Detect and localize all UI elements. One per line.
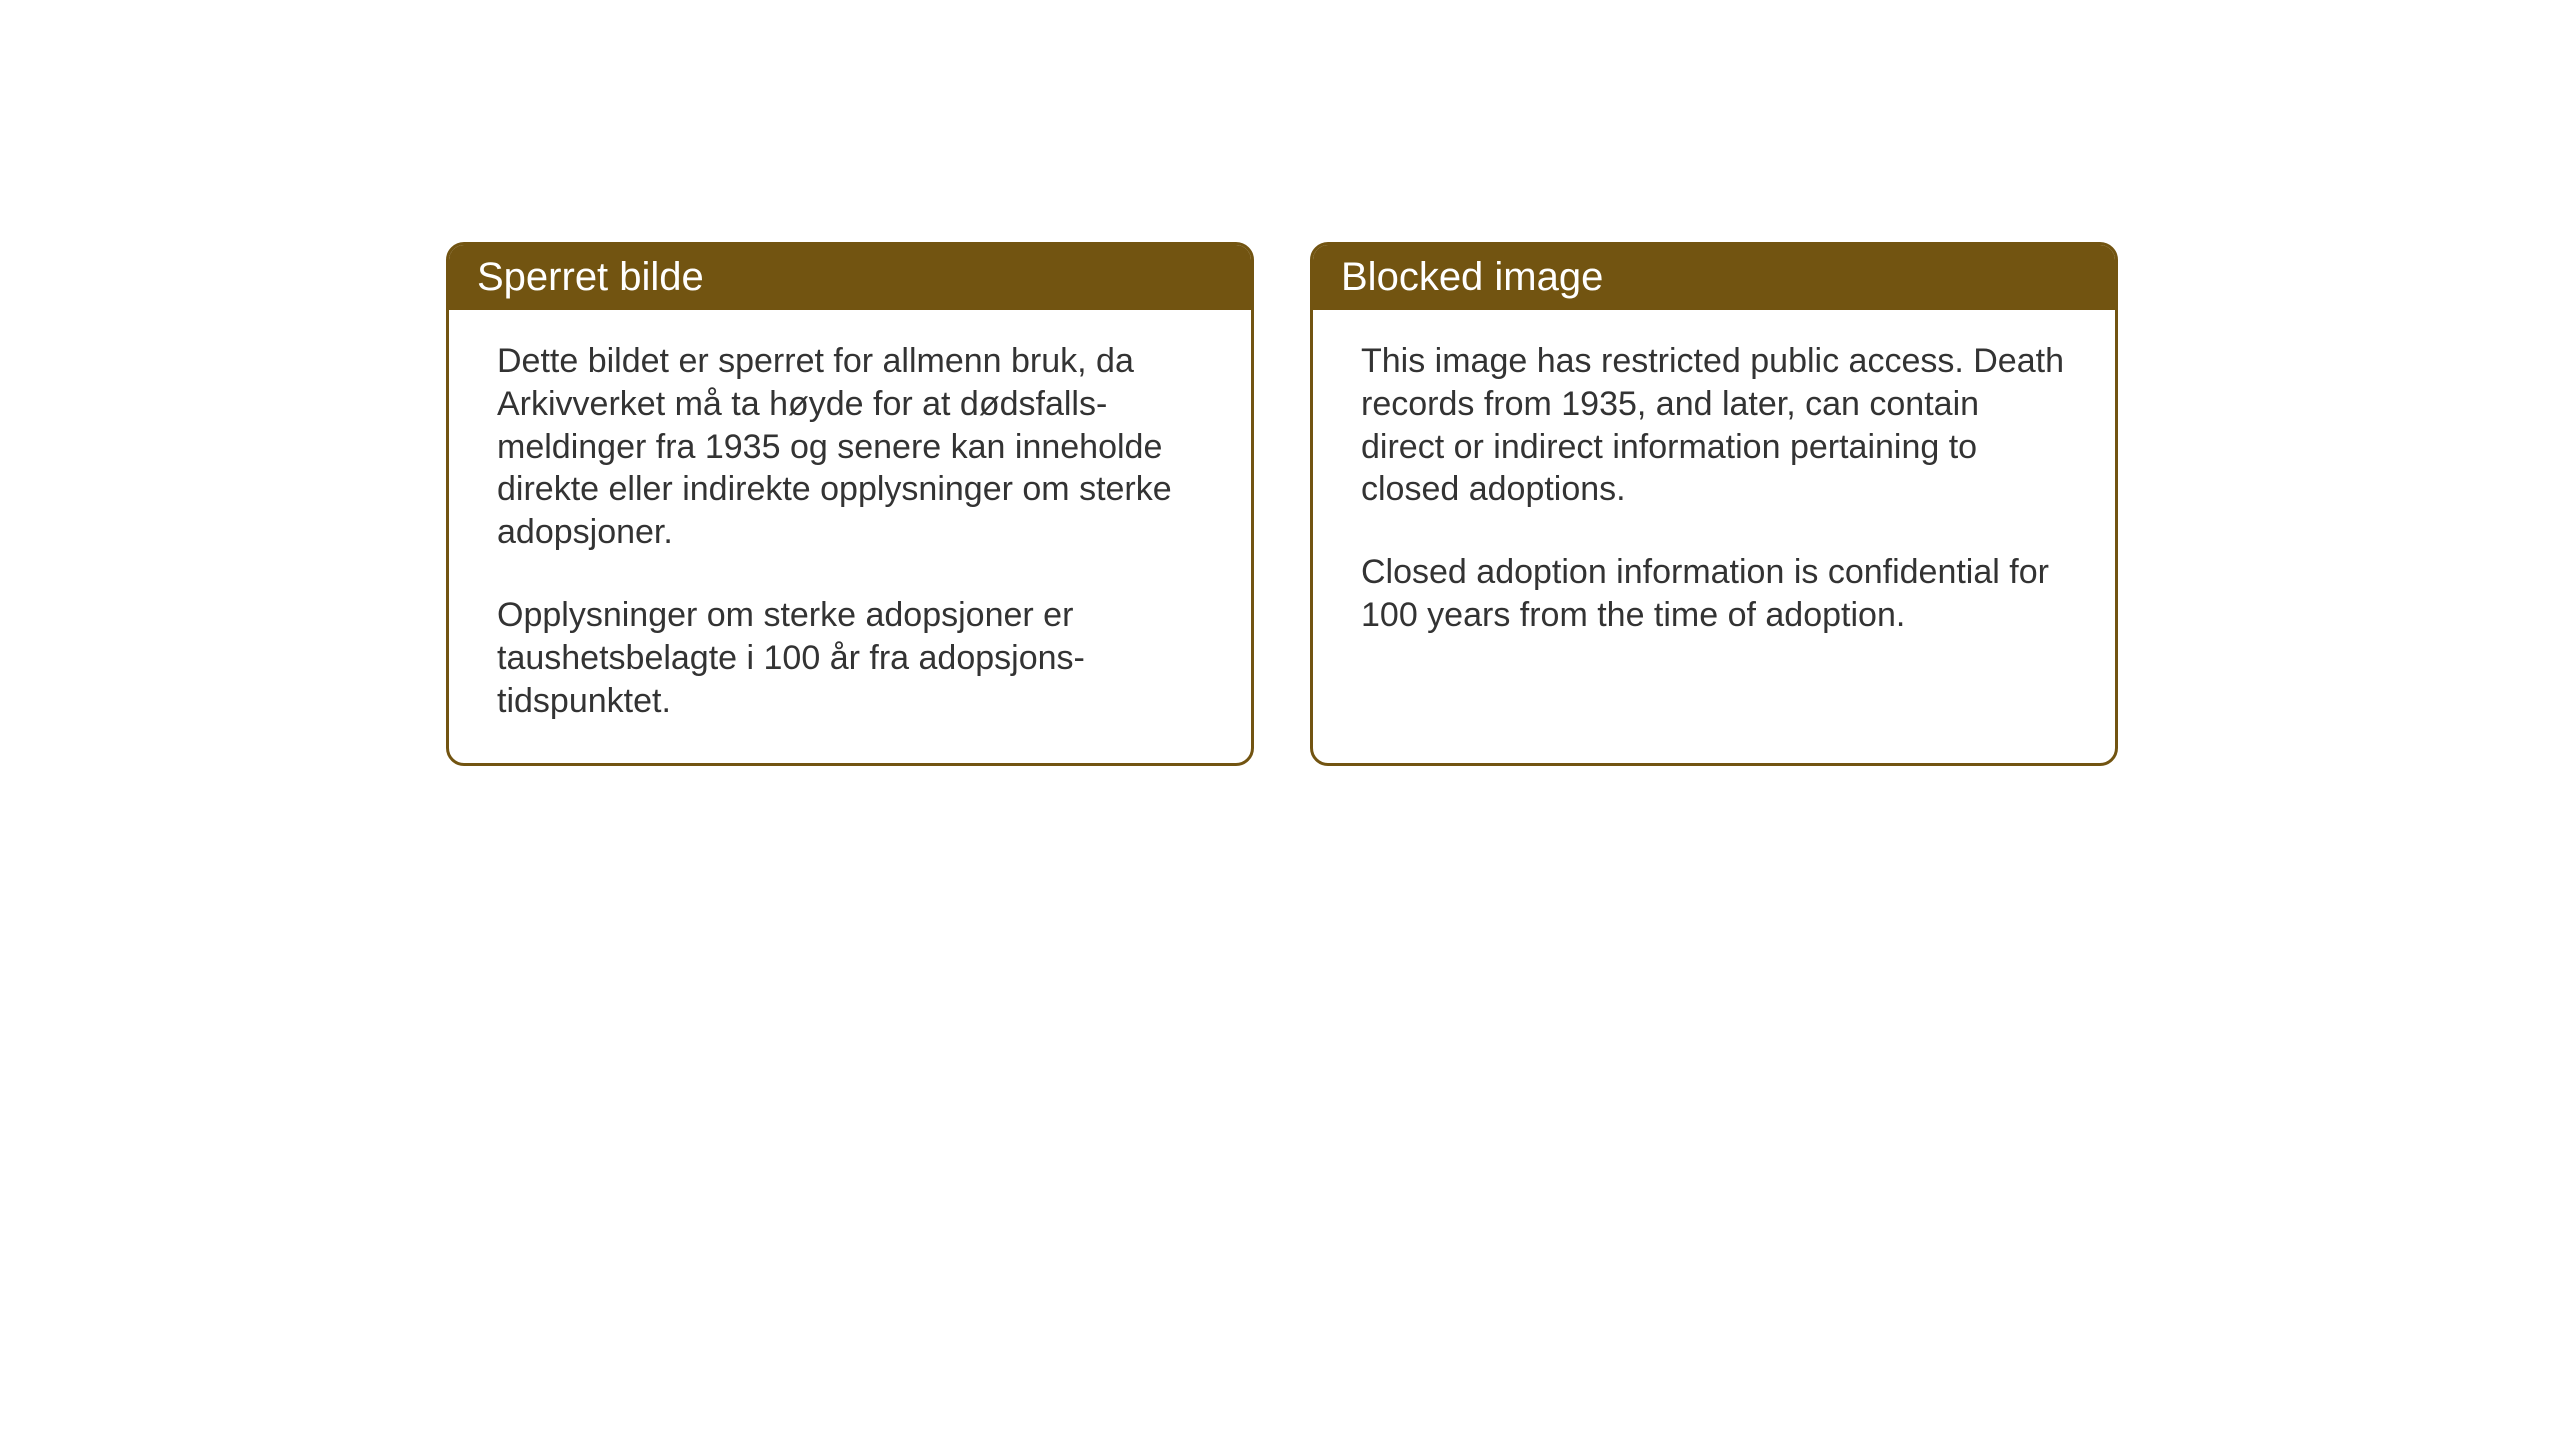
card-header-norwegian: Sperret bilde	[449, 245, 1251, 310]
card-title-norwegian: Sperret bilde	[477, 255, 704, 299]
card-body-english: This image has restricted public access.…	[1313, 310, 2115, 677]
paragraph-1-english: This image has restricted public access.…	[1361, 340, 2067, 511]
cards-container: Sperret bilde Dette bildet er sperret fo…	[446, 242, 2118, 766]
card-header-english: Blocked image	[1313, 245, 2115, 310]
paragraph-2-norwegian: Opplysninger om sterke adopsjoner er tau…	[497, 594, 1203, 722]
card-norwegian: Sperret bilde Dette bildet er sperret fo…	[446, 242, 1254, 766]
card-title-english: Blocked image	[1341, 255, 1603, 299]
card-english: Blocked image This image has restricted …	[1310, 242, 2118, 766]
card-body-norwegian: Dette bildet er sperret for allmenn bruk…	[449, 310, 1251, 763]
paragraph-2-english: Closed adoption information is confident…	[1361, 551, 2067, 637]
paragraph-1-norwegian: Dette bildet er sperret for allmenn bruk…	[497, 340, 1203, 554]
